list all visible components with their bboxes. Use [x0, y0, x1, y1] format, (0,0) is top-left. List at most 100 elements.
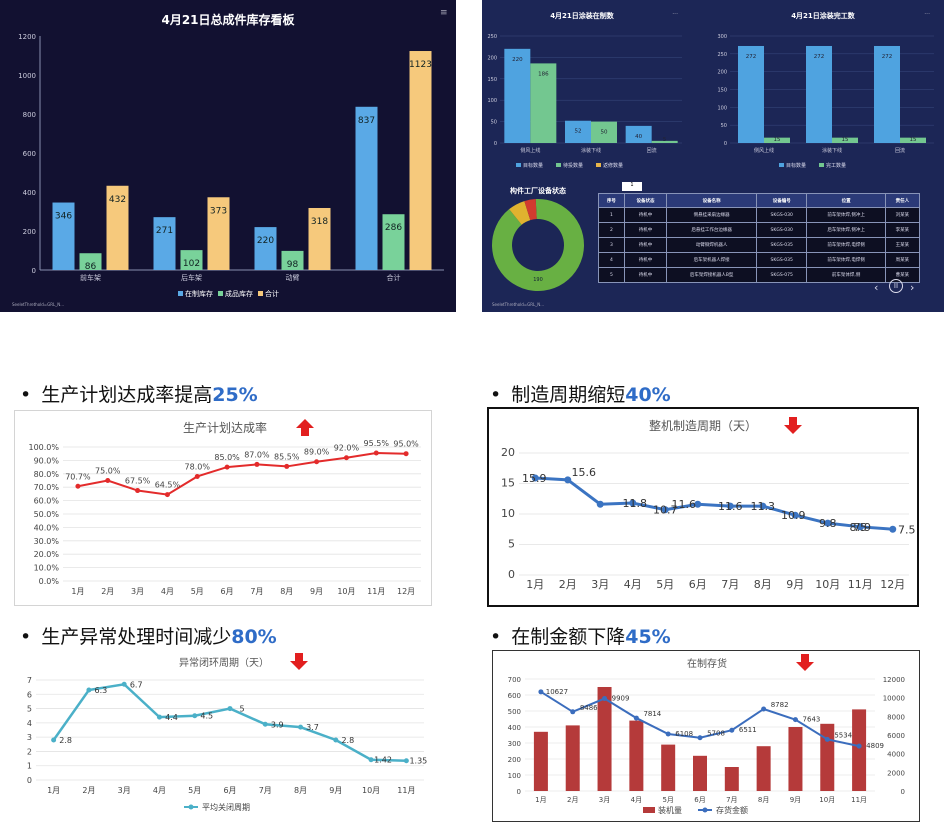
- bar: [852, 709, 867, 791]
- headline-text: 在制金额下降: [511, 626, 626, 648]
- data-label: 4.5: [200, 712, 213, 721]
- x-tick-label: 1月: [526, 578, 544, 591]
- data-point: [824, 519, 832, 527]
- table-cell: 动臂铆焊机器人: [666, 237, 757, 253]
- data-label: 373: [210, 206, 227, 216]
- data-label: 6511: [739, 726, 757, 734]
- x-tick-label: 回流: [895, 147, 905, 154]
- donut-slice: [524, 199, 537, 221]
- data-point: [333, 737, 339, 743]
- y-tick-label: 0: [494, 141, 497, 147]
- data-label: 6108: [675, 730, 693, 738]
- next-page-icon[interactable]: ›: [910, 281, 915, 294]
- legend-label: 目标数量: [786, 162, 806, 169]
- exception-line-chart: 异常闭环周期（天） 0 1 2 3 4 5 6 7 1月 2月 3月 4月 5月 6月 7月 8月 9月 10月 11…: [27, 653, 427, 812]
- table-row[interactable]: 4 待机中 后车架机器人焊接 SKGS-035 前车架体焊,电焊侧 周某某: [598, 252, 921, 268]
- y-tick-label: 100: [717, 105, 727, 111]
- data-point: [792, 717, 798, 723]
- y-tick-label: 90.0%: [34, 456, 60, 465]
- pager[interactable]: 1: [622, 182, 642, 191]
- data-label: 70.7%: [65, 472, 91, 481]
- data-point: [373, 450, 379, 456]
- y-tick-label: 400: [508, 724, 521, 732]
- x-tick-label: 5月: [662, 796, 673, 804]
- x-tick-label: 3月: [118, 786, 131, 795]
- data-label: 11.3: [751, 500, 776, 513]
- legend-swatch: [779, 163, 784, 167]
- bar-1: [254, 227, 277, 270]
- legend-marker: [702, 807, 708, 813]
- up-arrow-icon: [296, 419, 314, 436]
- legend-swatch: [643, 807, 655, 813]
- data-label: 1.35: [409, 757, 427, 766]
- y-tick-label: 5: [508, 538, 515, 551]
- table-cell: SKGS-035: [755, 252, 808, 268]
- y-tick-label: 200: [717, 70, 727, 76]
- data-label: 64.5%: [155, 481, 181, 490]
- x-tick-label: 4月: [631, 796, 642, 804]
- equipment-status-table: 序号 设备状态 设备名称 设备编号 位置 责任人 1 待机中 侧悬挂采扇边缘器 SKGS-030…: [598, 193, 921, 283]
- y-tick-label: 150: [487, 77, 497, 83]
- bar: [533, 731, 548, 791]
- data-point: [665, 731, 671, 737]
- data-point: [368, 757, 374, 763]
- table-cell: 2: [598, 222, 625, 238]
- x-tick-label: 12月: [880, 578, 905, 591]
- bar-1: [153, 217, 176, 270]
- bar: [900, 137, 926, 143]
- table-cell: SKGS-030: [755, 207, 808, 223]
- data-label: 7814: [643, 710, 661, 718]
- y-tick-label: 0: [517, 788, 521, 796]
- menu-icon[interactable]: ≡: [440, 8, 448, 18]
- data-point: [164, 492, 170, 498]
- legend-label: 平均关闭周期: [202, 802, 250, 812]
- cycle-time-chart-panel: 整机制造周期（天） 0 5 10 15 20 1月 2月 3月 4月 5月 6月 7月 8月 9月 10月 11…: [487, 407, 919, 607]
- inventory-dashboard-panel: 4月21日总成件库存看板 0 200 400 600 800 1000 1200 346 86 43…: [0, 0, 456, 312]
- bar-1: [355, 106, 378, 270]
- data-point: [602, 696, 608, 702]
- data-label: 10627: [546, 688, 568, 696]
- data-label: 15.6: [572, 466, 597, 479]
- data-point: [729, 727, 735, 733]
- data-point: [298, 724, 304, 730]
- prev-page-icon[interactable]: ‹: [874, 281, 879, 294]
- headline-percent: 45%: [625, 626, 671, 648]
- y-tick-label: 200: [487, 55, 497, 61]
- table-header-cell: 设备名称: [666, 193, 757, 208]
- x-tick-label: 8月: [758, 796, 769, 804]
- x-tick-label: 10月: [337, 587, 355, 596]
- bar-3: [207, 197, 230, 270]
- x-tick-label: 4月: [153, 786, 166, 795]
- data-label: 7.9: [854, 521, 872, 534]
- x-tick-label: 7月: [259, 786, 272, 795]
- x-tick-label: 5月: [188, 786, 201, 795]
- bar: [597, 687, 612, 791]
- bullet: •: [490, 384, 502, 406]
- y-tick-label: 80.0%: [34, 470, 60, 479]
- data-label: 7.5: [898, 523, 916, 536]
- data-label: 6.7: [130, 680, 143, 689]
- table-row[interactable]: 3 待机中 动臂铆焊机器人 SKGS-035 前车架体焊,电焊侧 王某某: [598, 237, 921, 253]
- data-label: 50: [601, 130, 608, 136]
- pause-icon[interactable]: II: [889, 279, 903, 293]
- data-point: [254, 461, 260, 467]
- table-row[interactable]: 1 待机中 侧悬挂采扇边缘器 SKGS-030 前车架体焊,侧冲上 刘某某: [598, 207, 921, 223]
- table-row[interactable]: 5 待机中 后车架焊接机器人B型 SKGS-075 前车架体焊,侧 曹某某: [598, 267, 921, 283]
- y-tick-label: 70.0%: [34, 483, 60, 492]
- x-tick-label: 11月: [397, 786, 415, 795]
- bar-3: [308, 207, 331, 270]
- data-label: 10.7: [653, 504, 678, 517]
- y-tick-label: 50: [491, 120, 497, 126]
- headline-plan-rate: • 生产计划达成率提高 25%: [20, 380, 258, 407]
- bar: [530, 63, 557, 143]
- data-point: [86, 687, 92, 693]
- data-point: [564, 476, 572, 484]
- cycle-time-line-chart: 整机制造周期（天） 0 5 10 15 20 1月 2月 3月 4月 5月 6月 7月 8月 9月 10月 11…: [501, 417, 916, 591]
- y2-tick-label: 12000: [883, 676, 905, 684]
- table-row[interactable]: 2 待机中 后悬挂工作台边缘器 SKGS-030 后车架体焊,侧冲上 李某某: [598, 222, 921, 238]
- table-cell: 前车架体焊,侧冲上: [806, 207, 886, 223]
- y-tick-label: 3: [27, 733, 32, 742]
- y-tick-label: 0.0%: [39, 577, 60, 586]
- table-cell: 待机中: [623, 252, 668, 268]
- x-tick-label: 2月: [101, 587, 114, 596]
